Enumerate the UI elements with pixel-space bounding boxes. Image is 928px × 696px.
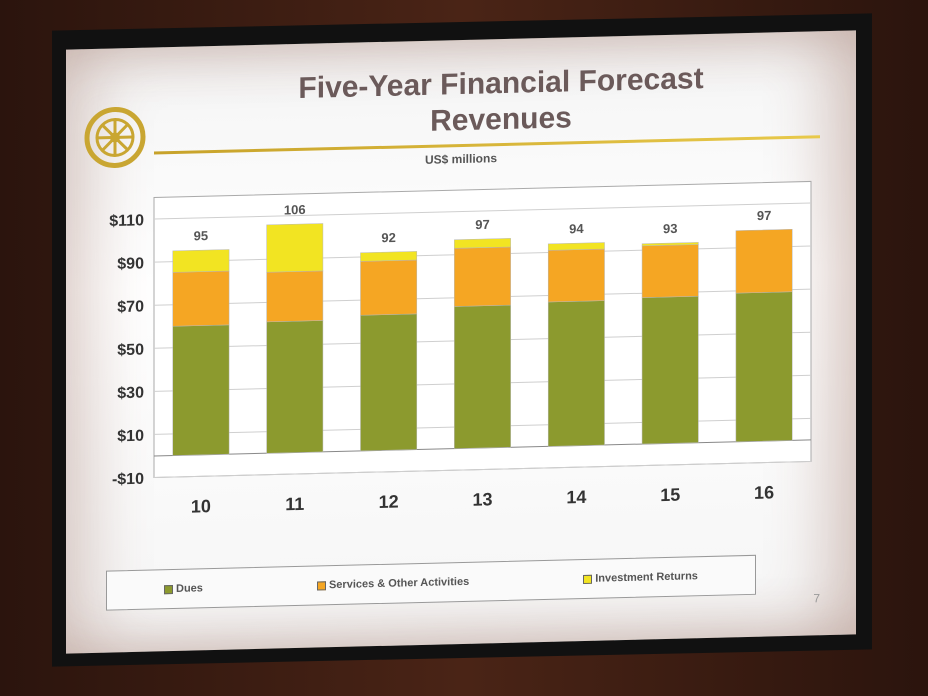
bar-segment-dues	[641, 295, 699, 445]
slide: Five-Year Financial Forecast Revenues US…	[66, 30, 856, 654]
bar-total-label: 92	[381, 230, 395, 245]
legend-label-investment: Investment Returns	[595, 570, 698, 585]
x-tick-label: 13	[472, 489, 492, 509]
page-number: 7	[813, 591, 820, 606]
bar-segment-services	[360, 259, 418, 316]
bar-segment-dues	[360, 313, 418, 452]
bar-segment-investment	[360, 251, 418, 262]
legend-label-dues: Dues	[176, 582, 203, 595]
bar-segment-services	[641, 244, 699, 298]
x-tick-label: 14	[566, 487, 586, 507]
x-tick-label: 12	[379, 492, 399, 512]
gridline	[154, 202, 811, 220]
bar-segment-investment	[172, 249, 230, 273]
x-tick-label: 10	[191, 496, 211, 516]
y-tick-label: $90	[117, 255, 144, 273]
y-tick-label: $10	[117, 428, 144, 446]
bar-total-label: 94	[569, 221, 584, 236]
gridline	[154, 460, 811, 479]
x-tick-label: 16	[754, 482, 774, 502]
bar-segment-services	[266, 270, 324, 323]
bar-segment-services	[454, 246, 511, 307]
bar-segment-dues	[547, 300, 605, 447]
stacked-bar-chart: -$10 $10 $30 $50 $70 $90 $110 95 10 106 11 92 12 97 13…	[109, 180, 812, 517]
y-tick-label: $70	[117, 298, 144, 316]
bar-segment-services	[735, 229, 793, 294]
bar-segment-investment	[454, 238, 511, 249]
bar-total-label: 93	[663, 221, 677, 236]
bar-total-label: 106	[284, 202, 306, 218]
bar-total-label: 95	[194, 228, 208, 243]
legend-item-dues: Dues	[164, 582, 203, 595]
legend-swatch-investment	[583, 574, 593, 584]
x-tick-label: 15	[660, 485, 680, 505]
bar-segment-investment	[641, 242, 699, 247]
bar-segment-investment	[547, 242, 605, 251]
bar-segment-dues	[172, 324, 230, 456]
legend-swatch-dues	[164, 584, 174, 594]
legend-item-services: Services & Other Activities	[316, 575, 470, 592]
bar-segment-investment	[266, 223, 324, 273]
bar-segment-dues	[266, 320, 324, 454]
bar-total-label: 97	[475, 217, 489, 232]
rotary-wheel-icon	[84, 106, 146, 168]
bar-segment-services	[172, 270, 230, 327]
x-tick-label: 11	[285, 494, 304, 514]
y-tick-label: -$10	[112, 471, 144, 489]
bar-segment-dues	[735, 291, 793, 442]
bar-segment-services	[547, 248, 605, 303]
y-tick-label: $110	[109, 212, 144, 230]
bar-segment-dues	[454, 304, 511, 449]
y-tick-label: $50	[117, 342, 144, 360]
bar-total-label: 97	[757, 208, 771, 223]
legend-swatch-services	[316, 580, 326, 591]
legend-label-services: Services & Other Activities	[328, 575, 470, 592]
legend-item-investment: Investment Returns	[583, 570, 698, 585]
y-tick-label: $30	[117, 385, 144, 403]
